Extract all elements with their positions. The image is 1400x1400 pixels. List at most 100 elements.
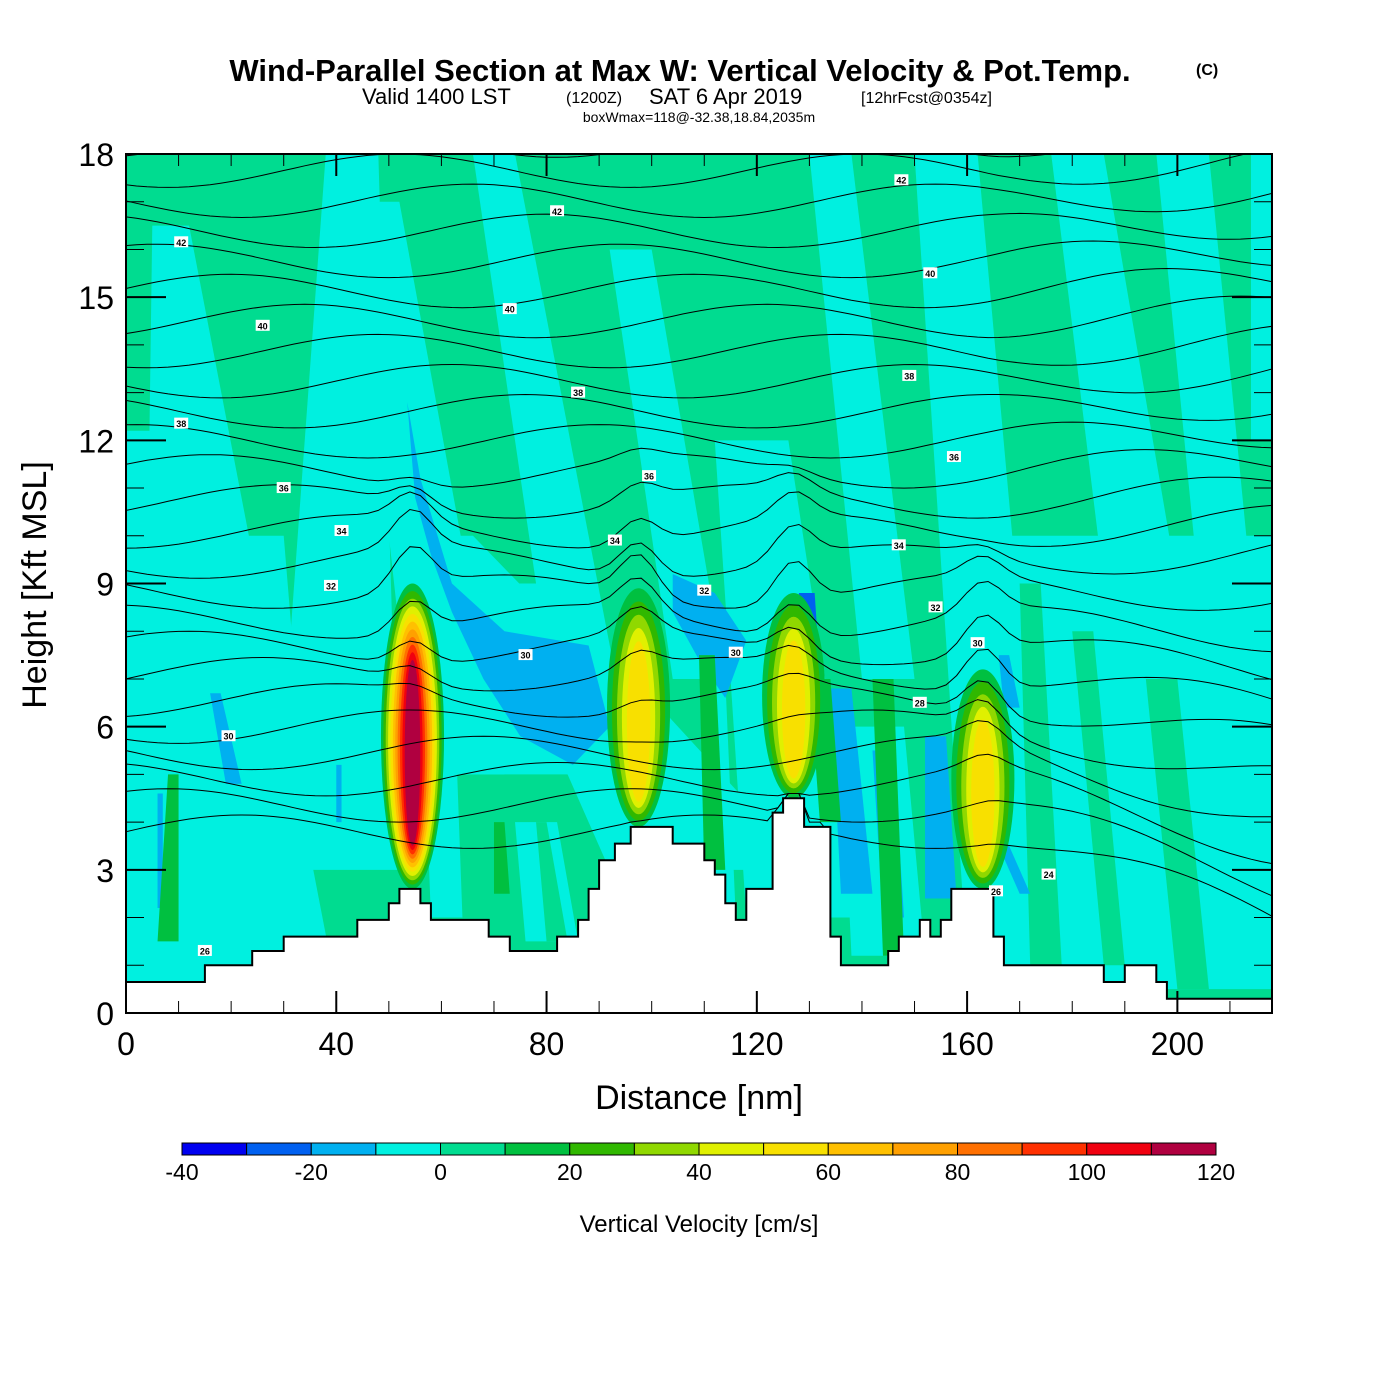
isentrope-line [126,546,1272,611]
downdraft-region [998,655,1020,708]
isentrope-label-box [970,637,985,649]
isentrope-label: 40 [255,319,270,331]
colorbar-swatch [698,1142,765,1156]
green-streak [536,822,568,942]
colorbar-swatch [375,1142,441,1156]
isentrope-label: 36 [946,451,961,463]
isentrope-label: 30 [728,646,743,658]
isentrope-label: 38 [902,369,917,381]
cyan-region [609,249,726,679]
isentrope-label: 34 [891,539,906,551]
cyan-region [1051,154,1178,584]
isentrope-label-text: 30 [731,648,741,658]
isentrope-label-text: 36 [949,453,959,463]
updraft-streak [157,774,179,942]
isentrope-label-text: 30 [521,651,531,661]
isentrope-line [126,753,1272,865]
isentrope-line [126,606,1272,681]
isentrope-line [126,363,1272,399]
subtitle-valid: Valid 1400 LST [362,84,511,109]
cyan-region [809,154,915,679]
isentrope-label: 32 [324,579,339,591]
colorbar-swatch [1150,1142,1217,1156]
isentrope-line [126,240,1272,279]
isentrope-line [126,183,1272,219]
isentrope-label-text: 32 [931,603,941,613]
colorbar-swatch [827,1142,894,1156]
core-97nm-band [626,641,651,802]
y-tick-label: 6 [96,710,114,746]
downdraft-region [830,688,873,894]
colorbar-swatch [569,1142,635,1156]
updraft-streak [493,822,510,894]
isentrope-label-text: 42 [176,238,186,248]
isentrope-label-box [174,236,189,248]
isentrope-label-box [174,417,189,429]
isentrope-label: 36 [642,470,657,482]
updraft-streak [699,655,726,870]
isentrope-label-text: 38 [573,388,583,398]
isentrope-label-box [607,534,622,546]
y-tick-label: 0 [96,996,114,1032]
isentrope-line [126,793,1272,917]
isentrope-line [126,447,1272,489]
updraft-streak [872,678,905,956]
colorbar-tick-label: -40 [165,1159,198,1185]
colorbar [181,1142,1217,1156]
isentrope-label-box [902,369,917,381]
isentrope-line [126,788,1272,897]
isentrope-label: 34 [334,525,349,537]
isentrope-label-text: 34 [610,536,620,546]
isentrope-label: 34 [607,534,622,546]
green-streak [1145,678,1209,990]
isentrope-label: 40 [502,303,517,315]
isentrope-label-text: 42 [896,176,906,186]
isentrope-line [126,472,1272,519]
downdraft-region [407,402,610,765]
colorbar-swatch [1086,1142,1152,1156]
isentrope-label-text: 40 [505,305,515,315]
isentrope-label: 42 [174,236,189,248]
isentrope-line [126,508,1272,579]
x-tick-label: 160 [940,1026,993,1062]
isentrope-label: 28 [912,696,927,708]
colorbar-swatch [246,1142,312,1156]
isentrope-label-text: 36 [279,484,289,494]
y-tick-label: 9 [96,567,114,603]
terrain [125,797,1273,1014]
isentrope-line [126,295,1272,339]
subtitle-utc: (1200Z) [566,90,622,107]
cyan-region [1156,154,1251,584]
isentrope-label: 42 [550,205,565,217]
isentrope-label-box [989,885,1004,897]
isentrope-label-text: 28 [915,698,925,708]
colorbar-title: Vertical Velocity [cm/s] [580,1211,819,1238]
isentrope-label-box [276,482,291,494]
isentrope-label-text: 40 [925,269,935,279]
isentrope-line [126,393,1272,429]
isentrope-line [126,644,1272,700]
isentrope-label-box [946,451,961,463]
isentrope-label: 36 [276,482,291,494]
isentrope-label: 30 [518,649,533,661]
isentrope-label-text: 40 [258,321,268,331]
isentrope-lines [126,154,1272,917]
colorbar-swatch [957,1142,1023,1156]
y-tick-label: 18 [78,137,114,173]
isentrope-label-box [912,696,927,708]
isentrope-line [126,491,1272,549]
cyan-region [231,535,316,918]
subtitle-date: SAT 6 Apr 2019 [649,84,802,109]
isentrope-label-box [550,205,565,217]
subtitle-forecast: [12hrFcst@0354z] [861,90,992,107]
isentrope-label-box [697,584,712,596]
isentrope-label: 26 [989,885,1004,897]
isentrope-label-box [728,646,743,658]
colorbar-swatch [633,1142,700,1156]
colorbar-tick-label: 60 [815,1159,841,1185]
isentrope-label-box [923,267,938,279]
isentrope-label-box [334,525,349,537]
isentrope-label: 38 [571,386,586,398]
y-tick-label: 3 [96,853,114,889]
